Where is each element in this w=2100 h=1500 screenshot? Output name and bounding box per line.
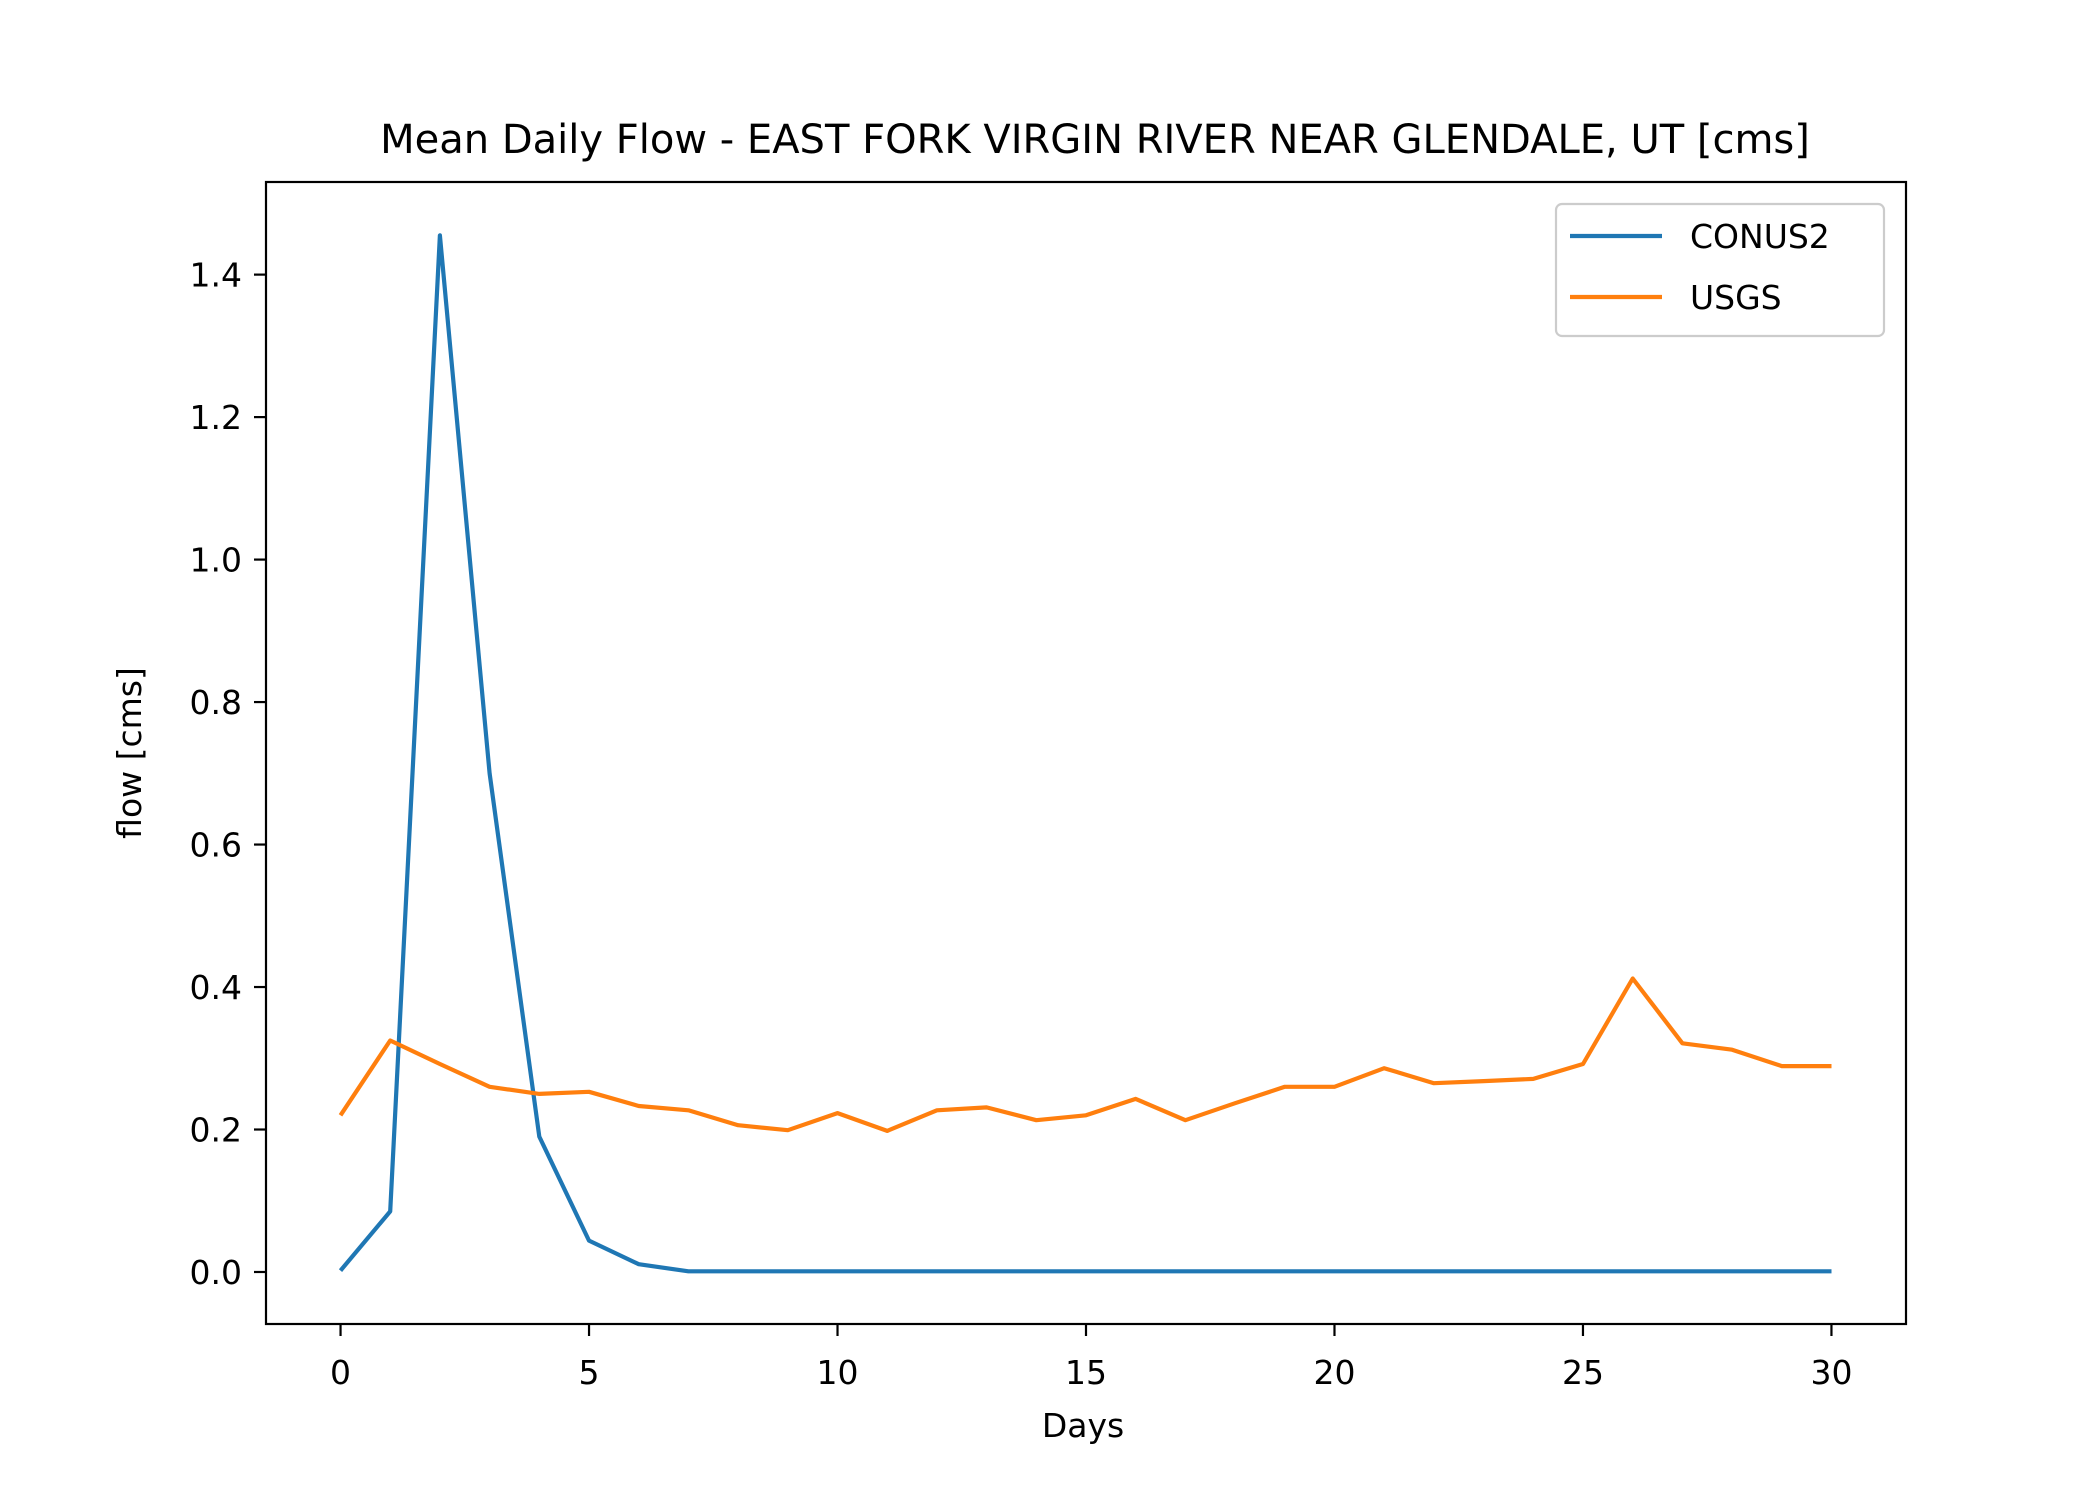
- series-line-conus2: [338, 233, 1832, 1274]
- legend: CONUS2 USGS: [1554, 202, 1886, 338]
- legend-label-usgs: USGS: [1690, 278, 1782, 317]
- y-axis-ticks: 0.0 0.2 0.4 0.6 0.8 1.0 1.2 1.4: [190, 256, 266, 1292]
- y-tick-label: 0.2: [190, 1111, 242, 1150]
- x-tick-label: 30: [1810, 1353, 1852, 1392]
- y-tick-label: 0.4: [190, 968, 242, 1007]
- y-tick-label: 0.6: [190, 826, 242, 865]
- x-tick-label: 15: [1065, 1353, 1107, 1392]
- x-axis-label: Days: [1042, 1406, 1124, 1445]
- x-tick-label: 5: [579, 1353, 600, 1392]
- series-lines: [338, 233, 1832, 1274]
- x-tick-label: 10: [817, 1353, 859, 1392]
- chart-title: Mean Daily Flow - EAST FORK VIRGIN RIVER…: [380, 117, 1810, 163]
- y-tick-label: 0.0: [190, 1253, 242, 1292]
- legend-label-conus2: CONUS2: [1690, 217, 1830, 256]
- x-tick-label: 20: [1313, 1353, 1355, 1392]
- x-axis-ticks: 0 5 10 15 20 25 30: [330, 1324, 1852, 1392]
- y-tick-label: 1.4: [190, 256, 242, 295]
- y-axis-label: flow [cms]: [110, 667, 149, 839]
- y-tick-label: 1.2: [190, 398, 242, 437]
- series-line-usgs: [338, 976, 1832, 1134]
- x-tick-label: 25: [1562, 1353, 1604, 1392]
- y-tick-label: 1.0: [190, 541, 242, 580]
- x-tick-label: 0: [330, 1353, 351, 1392]
- y-tick-label: 0.8: [190, 683, 242, 722]
